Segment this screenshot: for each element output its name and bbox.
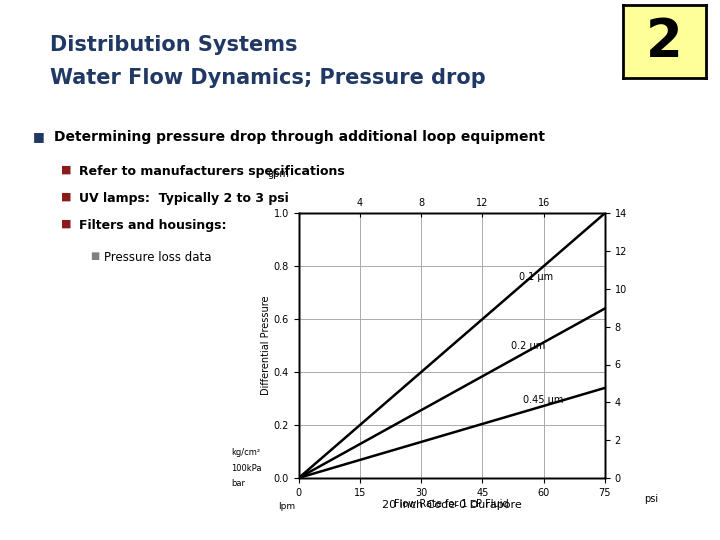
Text: Distribution Systems: Distribution Systems (50, 35, 298, 55)
Text: ■: ■ (61, 219, 72, 229)
Text: lpm: lpm (279, 502, 296, 511)
Y-axis label: Differential Pressure: Differential Pressure (261, 296, 271, 395)
Text: kg/cm²: kg/cm² (232, 448, 261, 457)
Text: 0.45 μm: 0.45 μm (523, 395, 564, 405)
Text: Determining pressure drop through additional loop equipment: Determining pressure drop through additi… (54, 130, 545, 144)
Text: UV lamps:  Typically 2 to 3 psi: UV lamps: Typically 2 to 3 psi (79, 192, 289, 205)
X-axis label: Flow Rate for 1 cP Fluid: Flow Rate for 1 cP Fluid (395, 499, 509, 509)
Text: bar: bar (232, 480, 246, 489)
Text: 0.1 μm: 0.1 μm (519, 272, 553, 282)
Text: Filters and housings:: Filters and housings: (79, 219, 227, 232)
Text: ■: ■ (61, 165, 72, 175)
Text: 20 inch Code-0 Durapore: 20 inch Code-0 Durapore (382, 500, 522, 510)
Text: 2: 2 (646, 16, 683, 68)
Text: ■: ■ (90, 251, 99, 261)
Text: gpm: gpm (268, 169, 289, 179)
Text: ■: ■ (32, 130, 44, 143)
Text: 100kPa: 100kPa (232, 464, 262, 472)
Text: ■: ■ (61, 192, 72, 202)
Text: Water Flow Dynamics; Pressure drop: Water Flow Dynamics; Pressure drop (50, 68, 486, 87)
Text: Refer to manufacturers specifications: Refer to manufacturers specifications (79, 165, 345, 178)
Text: 0.2 μm: 0.2 μm (511, 341, 545, 350)
Text: psi: psi (644, 494, 659, 504)
Text: Pressure loss data: Pressure loss data (104, 251, 212, 264)
